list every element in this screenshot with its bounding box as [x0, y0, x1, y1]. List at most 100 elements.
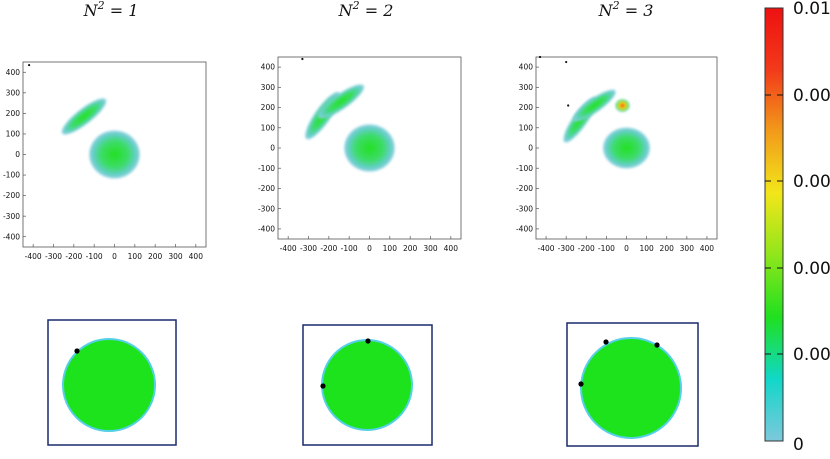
- heatmap-panel-3: N2 = 3 -400 -300 -200 -100 0 100 200 300 400 400…: [516, 0, 718, 253]
- x-tick-label: 300: [423, 244, 438, 253]
- y-tick-label: 100: [6, 130, 21, 139]
- point-marker: [565, 60, 568, 64]
- x-ticks-1: -400 -300 -200 -100 0 100 200 300 400: [25, 244, 204, 261]
- markers-3: [538, 55, 570, 107]
- inset-dot: [320, 383, 326, 389]
- x-tick-label: -300: [558, 244, 575, 253]
- x-tick-label: 200: [148, 252, 163, 261]
- y-tick-label: 100: [261, 123, 276, 132]
- y-tick-label: 0: [15, 150, 20, 159]
- y-tick-label: 200: [6, 109, 21, 118]
- inset-panel-2: [302, 324, 433, 446]
- y-tick-label: -200: [258, 184, 275, 193]
- x-tick-label: 200: [660, 244, 675, 253]
- x-ticks-2: -400 -300 -200 -100 0 100 200 300 400: [280, 236, 459, 253]
- point-marker: [28, 63, 31, 67]
- density-blob: [344, 124, 395, 172]
- density-blob: [603, 127, 650, 169]
- y-tick-label: -300: [3, 212, 20, 221]
- heatmap-panel-2: N2 = 2 -400 -300 -200 -100 0 100 200 300 400 400…: [258, 0, 462, 253]
- y-tick-label: 400: [6, 68, 21, 77]
- colorbar-label-max: 0.01: [793, 0, 830, 19]
- y-tick-label: 100: [519, 123, 534, 132]
- colorbar-label: 0.00: [793, 345, 830, 365]
- density-blob: [89, 130, 140, 179]
- domain-disk-1: [62, 338, 156, 432]
- y-tick-label: -300: [516, 204, 533, 213]
- inset-dot: [74, 348, 80, 354]
- y-tick-label: -200: [3, 191, 20, 200]
- y-tick-label: 200: [261, 103, 276, 112]
- x-tick-label: -400: [280, 244, 297, 253]
- y-tick-label: -100: [3, 171, 20, 180]
- x-tick-label: -300: [300, 244, 317, 253]
- colorbar: 0.01 0.00 0.00 0.00 0.00 0: [764, 0, 830, 455]
- colorbar-label: 0.00: [793, 172, 830, 192]
- panel-title-2: N2 = 2: [338, 0, 394, 20]
- y-tick-label: 300: [261, 83, 276, 92]
- y-ticks-1: 400 300 200 100 0 -100 -200 -300 -400: [3, 68, 26, 241]
- point-marker: [567, 104, 570, 107]
- domain-disk-3: [580, 337, 682, 439]
- inset-dot: [654, 342, 660, 348]
- point-marker: [301, 57, 304, 61]
- x-ticks-3: -400 -300 -200 -100 0 100 200 300 400: [538, 236, 715, 253]
- panel-title-3: N2 = 3: [598, 0, 654, 20]
- y-tick-label: -400: [3, 232, 20, 241]
- y-tick-label: 200: [519, 103, 534, 112]
- x-tick-label: 300: [680, 244, 695, 253]
- density-blobs-2: [305, 84, 395, 172]
- colorbar-ticks: [765, 94, 783, 355]
- x-tick-label: 100: [128, 252, 143, 261]
- y-tick-label: 300: [6, 88, 21, 97]
- y-tick-label: 0: [528, 144, 533, 153]
- density-blob: [61, 98, 107, 135]
- inset-dot: [365, 338, 371, 344]
- y-ticks-2: 400 300 200 100 0 -100 -200 -300 -400: [258, 63, 281, 233]
- panel-title-1: N2 = 1: [83, 0, 139, 20]
- x-tick-label: 400: [444, 244, 459, 253]
- density-blob: [318, 84, 365, 119]
- y-tick-label: -100: [258, 164, 275, 173]
- x-tick-label: 0: [112, 252, 117, 261]
- x-tick-label: -100: [598, 244, 615, 253]
- x-tick-label: 0: [624, 244, 629, 253]
- x-tick-label: -100: [86, 252, 103, 261]
- y-tick-label: 300: [519, 83, 534, 92]
- inset-dot: [578, 381, 584, 387]
- point-marker: [538, 55, 542, 59]
- x-tick-label: 100: [383, 244, 398, 253]
- density-blobs-1: [61, 98, 140, 179]
- x-tick-label: -400: [538, 244, 555, 253]
- x-tick-label: 400: [189, 252, 204, 261]
- colorbar-label-min: 0: [793, 435, 804, 455]
- y-tick-label: 400: [519, 63, 534, 72]
- x-tick-label: -200: [320, 244, 337, 253]
- x-tick-label: 300: [168, 252, 183, 261]
- y-tick-label: -100: [516, 164, 533, 173]
- y-tick-label: -400: [258, 224, 275, 233]
- inset-panel-3: [566, 322, 699, 447]
- y-tick-label: 400: [261, 63, 276, 72]
- inset-panel-1: [47, 319, 177, 446]
- hotspot-blob: [615, 99, 630, 112]
- x-tick-label: 100: [639, 244, 654, 253]
- markers-2: [301, 57, 304, 61]
- colorbar-label: 0.00: [793, 86, 830, 106]
- markers-1: [28, 63, 31, 67]
- y-tick-label: -200: [516, 184, 533, 193]
- y-ticks-3: 400 300 200 100 0 -100 -200 -300 -400: [516, 63, 539, 233]
- colorbar-label: 0.00: [793, 259, 830, 279]
- colorbar-gradient: [764, 7, 784, 442]
- x-tick-label: 400: [700, 244, 715, 253]
- y-tick-label: 0: [270, 144, 275, 153]
- x-tick-label: -100: [341, 244, 358, 253]
- x-tick-label: -400: [25, 252, 42, 261]
- density-blob: [572, 89, 616, 122]
- x-tick-label: -200: [65, 252, 82, 261]
- y-tick-label: -400: [516, 224, 533, 233]
- x-tick-label: -300: [45, 252, 62, 261]
- x-tick-label: 0: [367, 244, 372, 253]
- y-tick-label: -300: [258, 204, 275, 213]
